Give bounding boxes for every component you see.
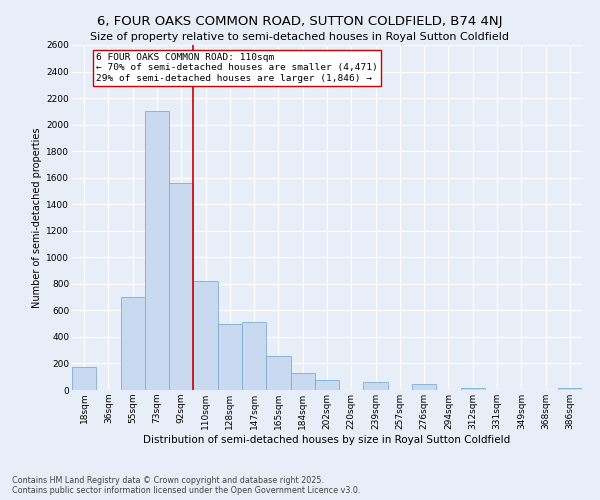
Bar — [72, 367, 96, 390]
Bar — [412, 384, 436, 390]
Bar — [461, 388, 485, 390]
Bar — [121, 297, 145, 390]
Bar — [364, 382, 388, 390]
Bar — [242, 322, 266, 390]
Bar — [266, 356, 290, 390]
Bar — [193, 281, 218, 390]
Y-axis label: Number of semi-detached properties: Number of semi-detached properties — [32, 127, 42, 308]
X-axis label: Distribution of semi-detached houses by size in Royal Sutton Coldfield: Distribution of semi-detached houses by … — [143, 434, 511, 444]
Bar — [218, 324, 242, 390]
Bar — [315, 380, 339, 390]
Bar — [169, 183, 193, 390]
Bar — [290, 373, 315, 390]
Text: Contains HM Land Registry data © Crown copyright and database right 2025.
Contai: Contains HM Land Registry data © Crown c… — [12, 476, 361, 495]
Bar — [558, 388, 582, 390]
Text: 6, FOUR OAKS COMMON ROAD, SUTTON COLDFIELD, B74 4NJ: 6, FOUR OAKS COMMON ROAD, SUTTON COLDFIE… — [97, 15, 503, 28]
Text: Size of property relative to semi-detached houses in Royal Sutton Coldfield: Size of property relative to semi-detach… — [91, 32, 509, 42]
Text: 6 FOUR OAKS COMMON ROAD: 110sqm
← 70% of semi-detached houses are smaller (4,471: 6 FOUR OAKS COMMON ROAD: 110sqm ← 70% of… — [96, 53, 378, 83]
Bar — [145, 112, 169, 390]
